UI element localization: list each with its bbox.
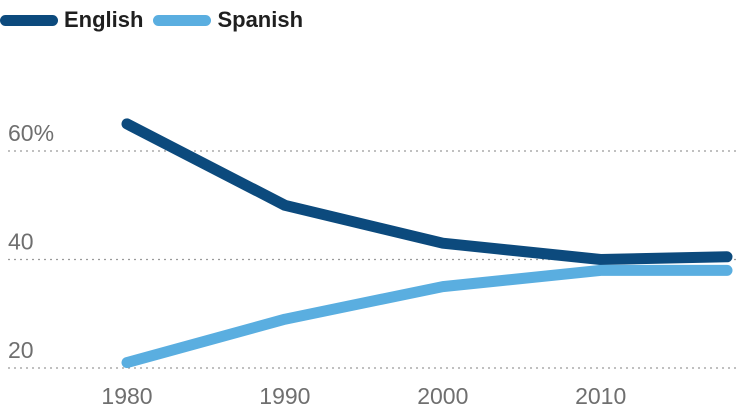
y-tick-label-20: 20: [8, 337, 34, 363]
y-axis-ticks: 60% 40 20: [8, 120, 54, 363]
x-tick-label-1980: 1980: [101, 383, 152, 409]
series-line-english: [121, 118, 733, 265]
legend-item-spanish: Spanish: [153, 7, 303, 33]
y-tick-label-60: 60%: [8, 120, 54, 146]
x-tick-label-2000: 2000: [417, 383, 468, 409]
legend-label-english: English: [64, 7, 144, 32]
legend-label-spanish: Spanish: [217, 7, 304, 32]
series-line-spanish: [121, 264, 733, 369]
x-tick-label-2010: 2010: [575, 383, 626, 409]
legend-swatch-spanish: [153, 14, 212, 26]
series-lines: [121, 118, 733, 369]
legend-swatch-english: [0, 14, 58, 26]
x-tick-label-1990: 1990: [259, 383, 310, 409]
y-tick-label-40: 40: [8, 229, 34, 255]
chart-legend: English Spanish: [0, 0, 313, 40]
x-axis-ticks: 1980 1990 2000 2010: [101, 383, 626, 409]
legend-item-english: English: [0, 7, 143, 33]
gridlines: [8, 150, 740, 369]
